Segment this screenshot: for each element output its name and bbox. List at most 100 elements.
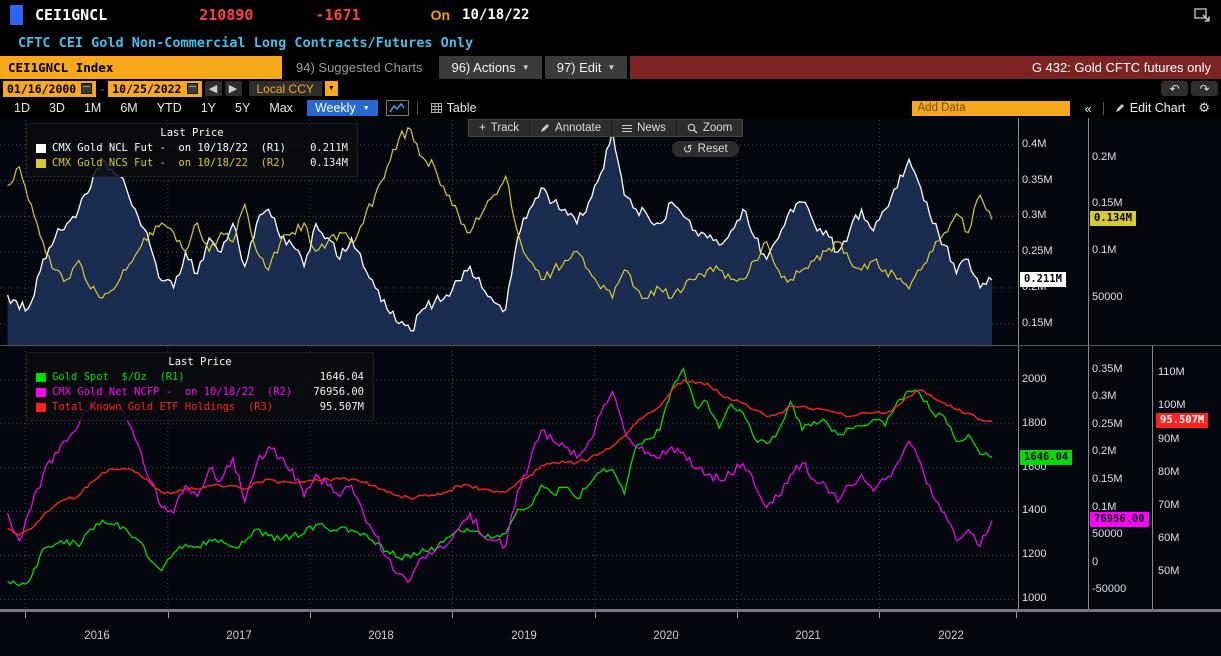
axis-tick-label: 0.3M bbox=[1022, 209, 1047, 221]
currency-label: Local CCY bbox=[256, 81, 314, 96]
news-label: News bbox=[637, 122, 666, 134]
x-axis-year-label: 2019 bbox=[511, 630, 537, 642]
series-label: Total Known Gold ETF Holdings (R3) bbox=[52, 401, 274, 413]
legend-item[interactable]: Gold Spot $/Oz (R1) 1646.04 bbox=[36, 370, 364, 385]
annotate-button[interactable]: Annotate bbox=[530, 120, 613, 136]
chart-context-tag[interactable]: G 432: Gold CFTC futures only bbox=[630, 56, 1221, 79]
series-color-chip bbox=[36, 144, 46, 153]
chart-bottom-scroll-track[interactable] bbox=[0, 609, 1221, 612]
gear-icon[interactable]: ⚙ bbox=[1198, 100, 1210, 116]
table-label: Table bbox=[446, 101, 477, 115]
suggested-charts-menu[interactable]: 94) Suggested Charts bbox=[296, 60, 423, 75]
axis-separator-r1 bbox=[1018, 118, 1019, 610]
divider bbox=[416, 101, 418, 115]
security-input[interactable] bbox=[0, 56, 282, 79]
security-description-bar: CFTC CEI Gold Non-Commercial Long Contra… bbox=[0, 30, 1221, 56]
legend-title: Last Price bbox=[160, 127, 224, 139]
axis-price-badge: 1646.04 bbox=[1020, 450, 1073, 465]
end-date-field[interactable]: 10/25/2022 bbox=[108, 80, 202, 97]
calendar-icon[interactable] bbox=[186, 83, 198, 94]
collapse-panel-button[interactable]: « bbox=[1084, 100, 1092, 116]
reset-button[interactable]: ↺ Reset bbox=[672, 141, 739, 157]
axis-price-badge: 0.211M bbox=[1020, 272, 1066, 287]
tab-6m[interactable]: 6M bbox=[120, 101, 138, 115]
series-line bbox=[7, 367, 993, 587]
series-last-value: 76956.00 bbox=[313, 386, 364, 398]
change-value: -1671 bbox=[315, 6, 361, 24]
reset-label: Reset bbox=[697, 143, 728, 155]
plus-icon: + bbox=[479, 122, 486, 134]
edit-chart-button[interactable]: Edit Chart bbox=[1109, 101, 1192, 115]
undo-button[interactable]: ↶ bbox=[1161, 81, 1188, 96]
chart-panel-spot-etf[interactable] bbox=[0, 347, 1016, 608]
legend-item[interactable]: Total Known Gold ETF Holdings (R3) 95.507… bbox=[36, 400, 364, 415]
news-icon bbox=[622, 124, 633, 132]
series-last-value: 0.134M bbox=[310, 157, 348, 169]
table-view-button[interactable]: Table bbox=[423, 101, 485, 115]
table-icon bbox=[430, 103, 442, 113]
axis-tick-label: 0 bbox=[1092, 556, 1099, 568]
series-line bbox=[7, 127, 993, 301]
line-chart-type-button[interactable] bbox=[385, 100, 409, 116]
chart-panel-futures[interactable] bbox=[0, 120, 1016, 345]
axis-tick-label: 1400 bbox=[1022, 504, 1047, 516]
tab-1m[interactable]: 1M bbox=[83, 101, 102, 115]
start-date-field[interactable]: 01/16/2000 bbox=[3, 80, 97, 97]
tab-ytd[interactable]: YTD bbox=[156, 101, 182, 115]
last-value: 210890 bbox=[199, 6, 254, 24]
chart-tools-bar: + Track Annotate News Zoom bbox=[468, 119, 744, 137]
command-toolbar: 94) Suggested Charts 96) Actions ▼ 97) E… bbox=[0, 56, 1221, 79]
tab-max[interactable]: Max bbox=[269, 101, 293, 115]
legend-item[interactable]: CMX Gold NCL Fut - on 10/18/22 (R1) 0.211… bbox=[36, 141, 348, 156]
screen-export-icon[interactable] bbox=[1194, 7, 1211, 23]
series-color-chip bbox=[36, 388, 46, 397]
axis-tick-label: 60M bbox=[1158, 532, 1180, 544]
x-axis-tick bbox=[452, 612, 453, 618]
currency-selector[interactable]: Local CCY bbox=[248, 81, 322, 96]
x-axis-year-label: 2018 bbox=[368, 630, 394, 642]
tab-5y[interactable]: 5Y bbox=[235, 101, 251, 115]
tab-1d[interactable]: 1D bbox=[14, 101, 30, 115]
frequency-selector[interactable]: Weekly ▼ bbox=[306, 100, 378, 116]
calendar-icon[interactable] bbox=[81, 83, 93, 94]
axis-tick-label: 90M bbox=[1158, 433, 1180, 445]
actions-menu-button[interactable]: 96) Actions ▼ bbox=[439, 56, 542, 79]
legend-item[interactable]: CMX Gold Net NCFP - on 10/18/22 (R2) 7695… bbox=[36, 385, 364, 400]
series-last-value: 0.211M bbox=[310, 142, 348, 154]
add-data-input[interactable] bbox=[911, 100, 1070, 116]
edit-menu-button[interactable]: 97) Edit ▼ bbox=[544, 56, 628, 79]
tab-1y[interactable]: 1Y bbox=[200, 101, 217, 115]
track-label: Track bbox=[490, 122, 520, 134]
range-back-button[interactable]: ◀ bbox=[204, 81, 222, 96]
axis-tick-label: 1200 bbox=[1022, 548, 1047, 560]
series-color-chip bbox=[36, 373, 46, 382]
edit-chart-label: Edit Chart bbox=[1129, 101, 1186, 115]
ticker-symbol: CEI1GNCL bbox=[35, 6, 108, 24]
date-range-separator: - bbox=[100, 81, 105, 96]
currency-dropdown-icon[interactable]: ▼ bbox=[324, 81, 338, 96]
redo-button[interactable]: ↷ bbox=[1191, 81, 1218, 96]
axis-tick-label: 0.15M bbox=[1092, 473, 1123, 485]
chevron-down-icon: ▼ bbox=[362, 104, 370, 112]
axis-tick-label: 0.3M bbox=[1092, 390, 1117, 402]
pencil-icon bbox=[541, 124, 550, 132]
axis-price-badge: 76956.00 bbox=[1090, 512, 1149, 527]
tab-3d[interactable]: 3D bbox=[48, 101, 65, 115]
x-axis-year-label: 2017 bbox=[226, 630, 252, 642]
track-button[interactable]: + Track bbox=[469, 120, 531, 136]
on-label: On bbox=[430, 7, 451, 23]
annotate-label: Annotate bbox=[555, 122, 602, 134]
as-of-date: 10/18/22 bbox=[462, 7, 530, 23]
axis-tick-label: 0.15M bbox=[1022, 317, 1053, 329]
axis-tick-label: 50M bbox=[1158, 565, 1180, 577]
legend-item[interactable]: CMX Gold NCS Fut - on 10/18/22 (R2) 0.134… bbox=[36, 156, 348, 171]
series-line bbox=[7, 379, 993, 537]
zoom-button[interactable]: Zoom bbox=[677, 120, 742, 136]
news-button[interactable]: News bbox=[612, 120, 677, 136]
legend-rows: CMX Gold NCL Fut - on 10/18/22 (R1) 0.211… bbox=[36, 141, 348, 171]
series-color-chip bbox=[36, 159, 46, 168]
axis-tick-label: 2000 bbox=[1022, 373, 1047, 385]
magnifier-icon bbox=[687, 123, 698, 133]
range-forward-button[interactable]: ▶ bbox=[224, 81, 242, 96]
series-line bbox=[6, 130, 993, 332]
